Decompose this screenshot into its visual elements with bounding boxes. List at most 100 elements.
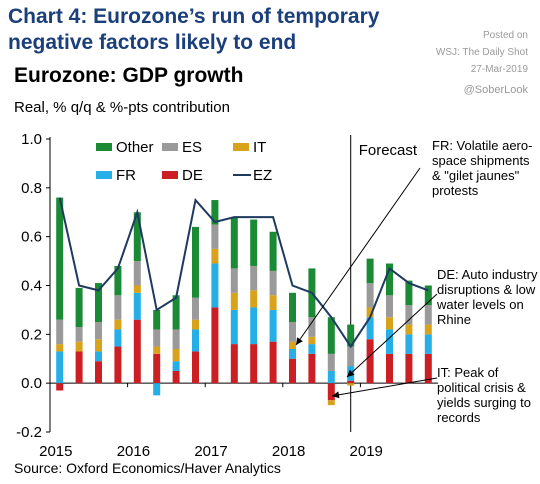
chart-title: Eurozone: GDP growth	[14, 64, 244, 87]
bar-de	[114, 346, 122, 384]
bar-es	[133, 261, 141, 286]
bar-it	[366, 307, 374, 318]
annotation-fr-line: & "gilet jaunes"	[432, 168, 520, 183]
bar-fr	[95, 351, 102, 362]
annotation-de-arrow	[346, 293, 438, 378]
bar-de	[366, 339, 374, 384]
y-tick-label: -0.2	[16, 424, 42, 441]
bar-es	[289, 322, 296, 342]
bar-fr	[424, 334, 432, 354]
annotation-it-arrowhead	[332, 391, 340, 399]
bar-de	[56, 383, 64, 391]
bar-es	[327, 353, 335, 371]
bar-de	[327, 383, 335, 401]
bar-es	[211, 224, 219, 249]
bar-de	[95, 361, 102, 384]
bar-fr	[153, 383, 161, 396]
chart-subtitle: Real, % q/q & %-pts contribution	[14, 99, 230, 116]
bar-other	[211, 200, 219, 225]
bar-es	[172, 329, 180, 349]
bar-other	[269, 231, 277, 271]
bar-other	[133, 212, 141, 262]
bar-it	[133, 285, 141, 293]
annotation-fr-line: space shipments	[432, 153, 530, 168]
bar-de	[289, 358, 296, 384]
bar-it	[386, 317, 393, 330]
bar-fr	[327, 370, 335, 384]
legend-swatch-fr	[96, 171, 112, 179]
bar-it	[114, 319, 122, 330]
bar-fr	[230, 309, 238, 345]
bar-other	[289, 292, 296, 323]
annotation-fr-arrowhead	[296, 337, 303, 345]
bar-fr	[366, 317, 374, 340]
bar-de	[386, 353, 393, 384]
bar-de	[192, 351, 199, 384]
legend: Other ES IT FR DE EZ	[96, 139, 272, 184]
bar-it	[75, 341, 83, 352]
bar-es	[424, 305, 432, 325]
bar-other	[250, 219, 258, 266]
bar-de	[308, 353, 316, 384]
legend-swatch-it	[233, 143, 249, 151]
bar-other	[230, 217, 238, 269]
bar-it	[269, 295, 277, 310]
bar-fr	[172, 361, 180, 371]
y-tick-label: 0.4	[21, 278, 42, 295]
legend-swatch-es	[162, 143, 178, 151]
bar-de	[153, 353, 161, 384]
y-tick-label: 0.6	[21, 229, 42, 246]
legend-label-other: Other	[116, 139, 154, 156]
bar-it	[250, 290, 258, 308]
bar-es	[250, 265, 258, 291]
y-tick-label: 0.0	[21, 375, 42, 392]
bar-it	[153, 346, 161, 354]
annotation-it-line: IT: Peak of	[437, 365, 499, 380]
bar-de	[230, 344, 238, 384]
bar-it	[308, 336, 316, 345]
bar-it	[192, 319, 199, 330]
source-note: Source: Oxford Economics/Haver Analytics	[14, 460, 281, 476]
bar-other	[95, 283, 102, 323]
bar-other	[75, 287, 83, 328]
bar-es	[114, 295, 122, 320]
bar-other	[114, 265, 122, 296]
bar-fr	[56, 351, 64, 384]
bar-it	[289, 341, 296, 349]
annotation-it-line: political crisis &	[437, 380, 526, 395]
annotation-de-line: DE: Auto industry	[437, 267, 538, 282]
annotation-it-arrow	[331, 377, 438, 397]
watermark-handle: @SoberLook	[463, 84, 528, 96]
bar-de	[211, 307, 219, 384]
x-tick-label: 2018	[272, 443, 305, 460]
bar-other	[172, 295, 180, 330]
ez-line	[58, 197, 429, 349]
annotation-fr-line: protests	[432, 183, 479, 198]
annotation-de-line: Rhine	[437, 312, 471, 327]
bar-it	[95, 339, 102, 352]
bar-fr	[192, 329, 199, 352]
bar-es	[308, 317, 316, 337]
bar-other	[153, 309, 161, 330]
bar-es	[347, 346, 355, 367]
bar-fr	[250, 307, 258, 345]
bar-it	[172, 348, 180, 362]
bar-fr	[114, 329, 122, 347]
bar-fr	[308, 344, 316, 354]
legend-label-de: DE	[182, 167, 203, 184]
legend-label-fr: FR	[116, 167, 136, 184]
bar-es	[95, 322, 102, 340]
bar-other	[192, 226, 199, 298]
annotations: FR: Volatile aero-space shipments& "gile…	[295, 138, 538, 425]
bar-es	[269, 270, 277, 296]
bar-other	[347, 324, 355, 347]
bar-es	[366, 283, 374, 308]
bar-other	[386, 263, 393, 296]
article-title: Chart 4: Eurozone’s run of temporary neg…	[8, 5, 380, 54]
bar-es	[192, 297, 199, 320]
bar-es	[56, 319, 64, 345]
watermark-date: 27-Mar-2019	[470, 64, 528, 75]
bar-es	[405, 305, 413, 325]
x-tick-label: 2015	[39, 443, 72, 460]
